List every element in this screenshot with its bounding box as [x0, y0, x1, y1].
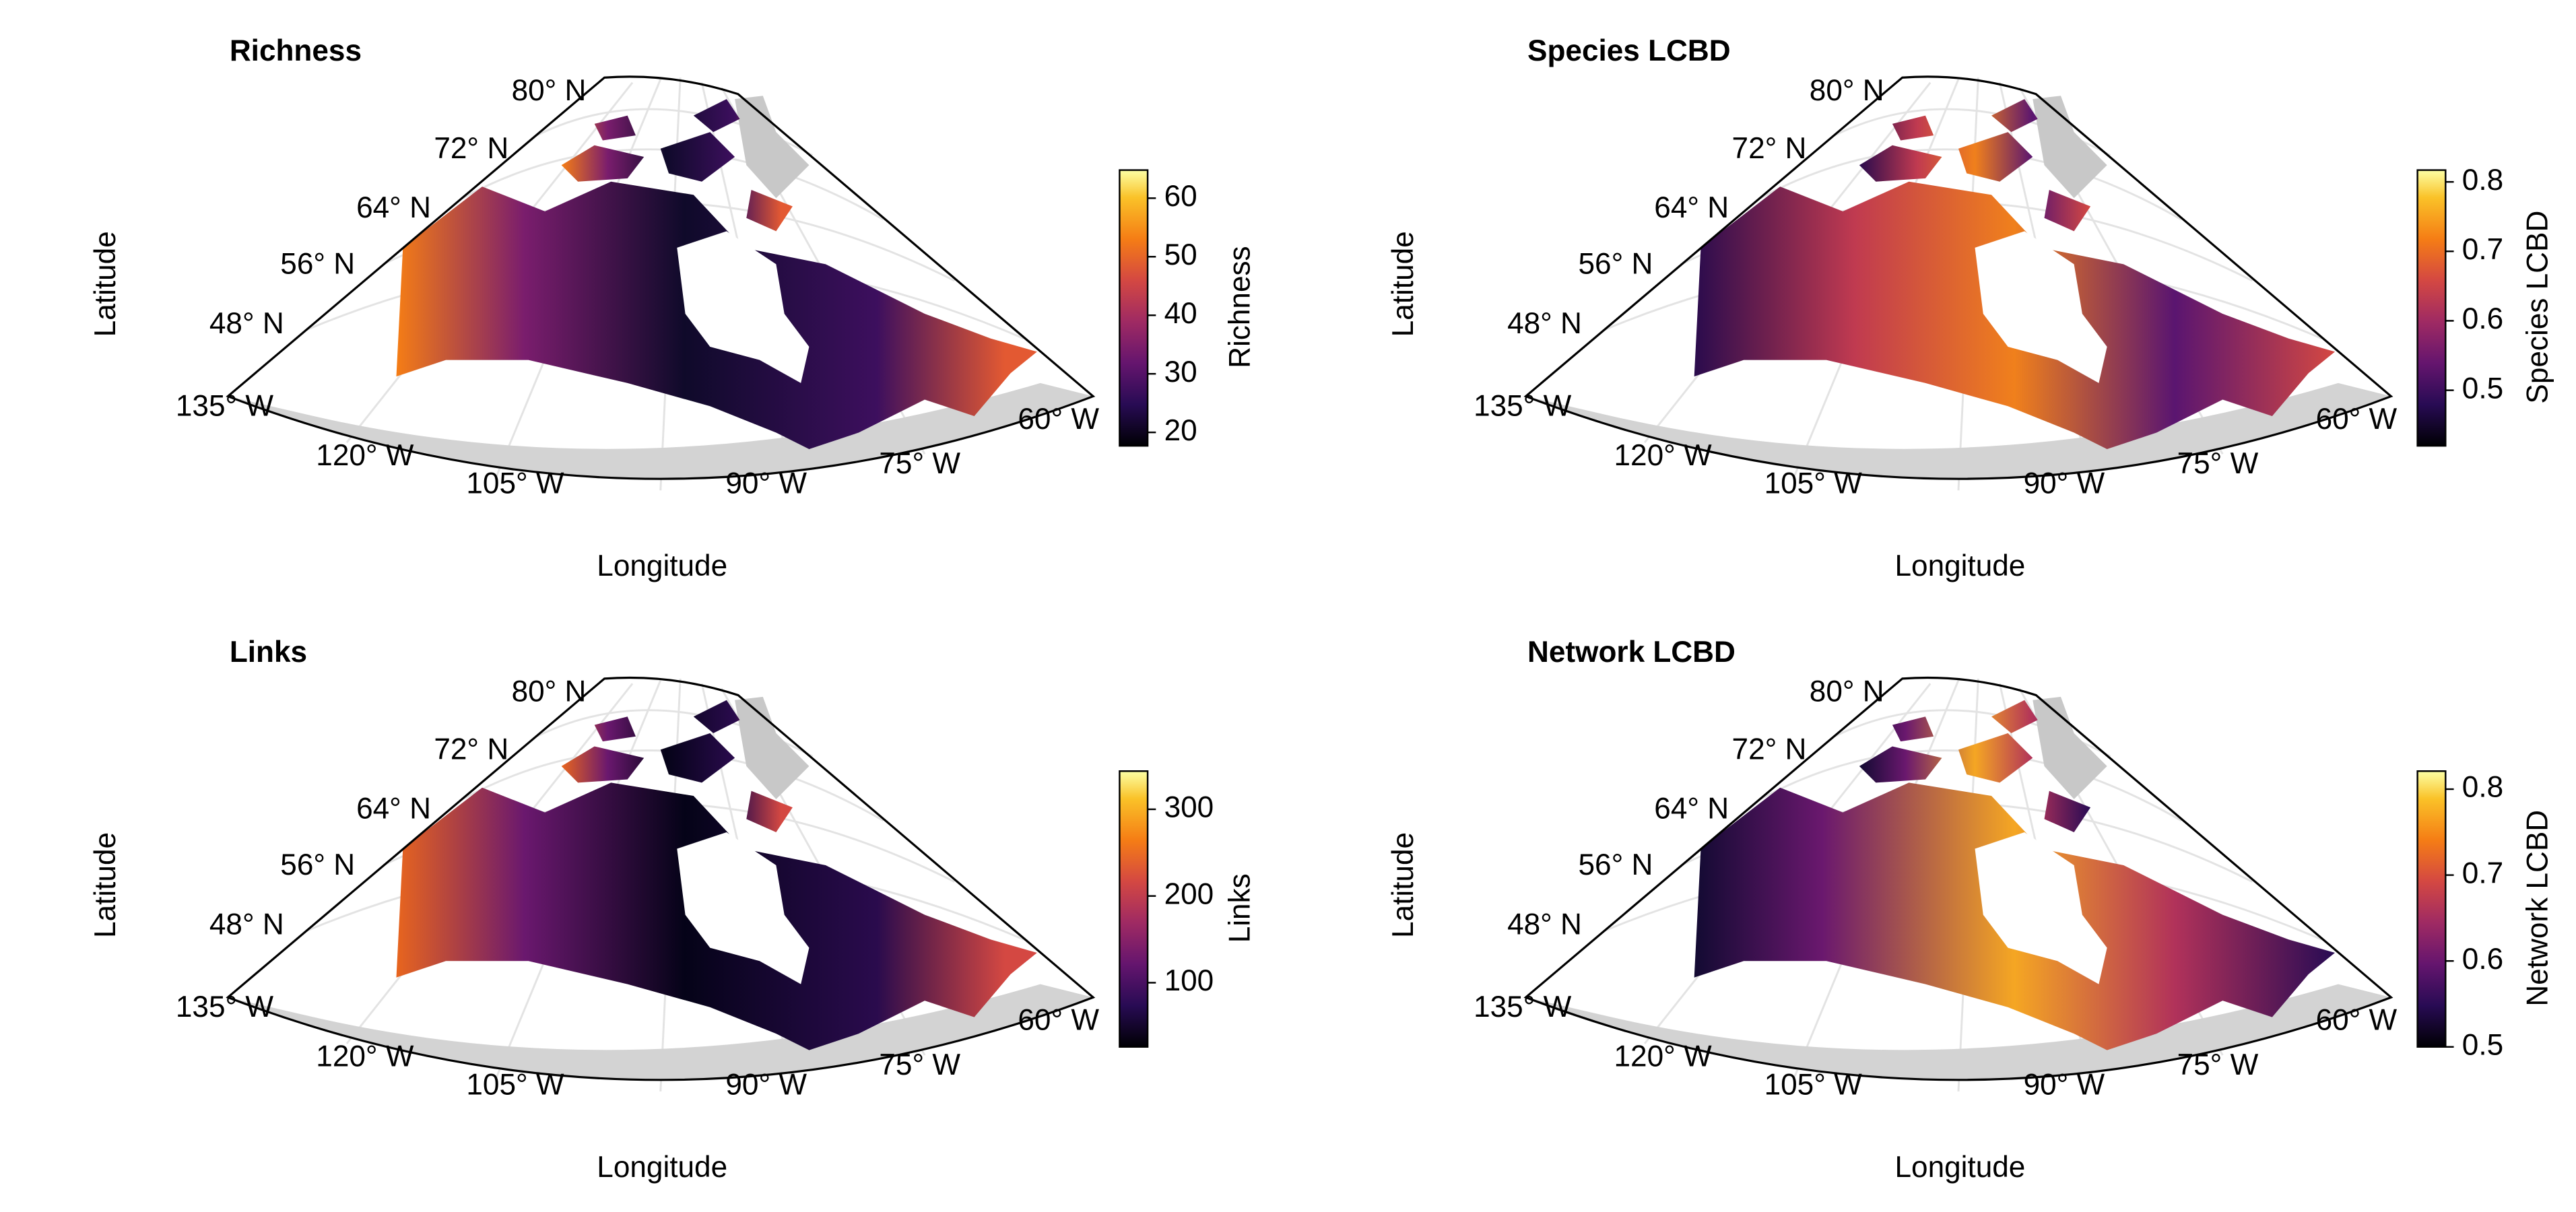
colorbar-tick-label: 60	[1164, 180, 1197, 213]
latitude-label: 72° N	[434, 132, 508, 165]
x-axis-label: Longitude	[597, 549, 727, 582]
latitude-label: 80° N	[1810, 74, 1884, 107]
latitude-label: 72° N	[434, 733, 508, 766]
panel-title: Links	[230, 636, 307, 669]
longitude-label: 60° W	[2316, 403, 2398, 436]
longitude-label: 105° W	[1764, 1068, 1863, 1101]
latitude-label: 64° N	[1654, 793, 1729, 826]
colorbar	[1119, 169, 1149, 447]
panel-title: Network LCBD	[1527, 636, 1736, 669]
longitude-label: 135° W	[176, 990, 274, 1023]
longitude-label: 90° W	[725, 467, 807, 500]
map-panel: Links Latitude Longitude 80° N72° N64° N56°…	[89, 636, 1256, 1184]
colorbar-tick-label: 0.7	[2462, 856, 2503, 889]
colorbar-tick-label: 0.5	[2462, 372, 2503, 405]
map-panel: Richness Latitude Longitude 80° N72° N64° N…	[89, 34, 1256, 582]
longitude-label: 90° W	[725, 1068, 807, 1101]
latitude-label: 64° N	[356, 793, 431, 826]
longitude-label: 135° W	[176, 389, 274, 422]
longitude-label: 75° W	[879, 1048, 960, 1081]
colorbar-tick-label: 20	[1164, 414, 1197, 447]
longitude-label: 135° W	[1474, 389, 1572, 422]
latitude-label: 80° N	[512, 675, 587, 708]
longitude-label: 60° W	[1018, 1004, 1099, 1037]
colorbar-tick-label: 200	[1164, 877, 1214, 910]
panel-title: Species LCBD	[1527, 34, 1731, 67]
latitude-label: 48° N	[209, 307, 284, 340]
longitude-label: 120° W	[316, 1040, 414, 1073]
y-axis-label: Latitude	[89, 832, 122, 938]
latitude-label: 56° N	[1579, 848, 1653, 881]
longitude-label: 75° W	[879, 447, 960, 480]
longitude-label: 60° W	[2316, 1004, 2398, 1037]
longitude-label: 90° W	[2024, 1068, 2105, 1101]
longitude-label: 120° W	[1614, 1040, 1712, 1073]
map	[228, 678, 1093, 1091]
colorbar-label: Links	[1224, 873, 1257, 943]
latitude-label: 56° N	[280, 848, 355, 881]
longitude-label: 135° W	[1474, 990, 1572, 1023]
longitude-label: 105° W	[1764, 467, 1863, 500]
colorbar-tick-label: 0.8	[2462, 164, 2503, 197]
y-axis-label: Latitude	[89, 231, 122, 337]
longitude-label: 120° W	[316, 439, 414, 472]
colorbar-tick-label: 0.8	[2462, 771, 2503, 804]
x-axis-label: Longitude	[1895, 549, 2026, 582]
latitude-label: 80° N	[1810, 675, 1884, 708]
colorbar-tick-label: 50	[1164, 238, 1197, 271]
latitude-label: 56° N	[1579, 247, 1653, 280]
colorbar-tick-label: 0.5	[2462, 1028, 2503, 1061]
colorbar-tick-label: 0.6	[2462, 302, 2503, 335]
x-axis-label: Longitude	[1895, 1151, 2026, 1184]
longitude-label: 120° W	[1614, 439, 1712, 472]
colorbar-tick-label: 100	[1164, 964, 1214, 997]
latitude-label: 80° N	[512, 74, 587, 107]
map	[228, 77, 1093, 490]
panel-title: Richness	[230, 34, 362, 67]
longitude-label: 75° W	[2177, 1048, 2259, 1081]
colorbar	[2416, 169, 2447, 447]
longitude-label: 60° W	[1018, 403, 1099, 436]
colorbar-tick-label: 300	[1164, 791, 1214, 824]
colorbar-tick-label: 0.6	[2462, 943, 2503, 976]
colorbar-tick-label: 0.7	[2462, 233, 2503, 266]
colorbar-tick-label: 30	[1164, 356, 1197, 389]
colorbar-label: Network LCBD	[2521, 810, 2554, 1007]
y-axis-label: Latitude	[1387, 231, 1420, 337]
map	[1526, 77, 2391, 490]
longitude-label: 75° W	[2177, 447, 2259, 480]
x-axis-label: Longitude	[597, 1151, 727, 1184]
y-axis-label: Latitude	[1387, 832, 1420, 938]
latitude-label: 56° N	[280, 247, 355, 280]
longitude-label: 105° W	[466, 467, 564, 500]
latitude-label: 48° N	[1507, 908, 1582, 941]
colorbar-label: Richness	[1224, 246, 1257, 368]
latitude-label: 48° N	[1507, 307, 1582, 340]
latitude-label: 64° N	[1654, 191, 1729, 224]
colorbar	[1119, 770, 1149, 1048]
map	[1526, 678, 2391, 1091]
latitude-label: 64° N	[356, 191, 431, 224]
latitude-label: 72° N	[1732, 132, 1807, 165]
latitude-label: 48° N	[209, 908, 284, 941]
colorbar-tick-label: 40	[1164, 297, 1197, 330]
longitude-label: 105° W	[466, 1068, 564, 1101]
colorbar-label: Species LCBD	[2521, 211, 2554, 404]
colorbar	[2416, 770, 2447, 1048]
latitude-label: 72° N	[1732, 733, 1807, 766]
longitude-label: 90° W	[2024, 467, 2105, 500]
